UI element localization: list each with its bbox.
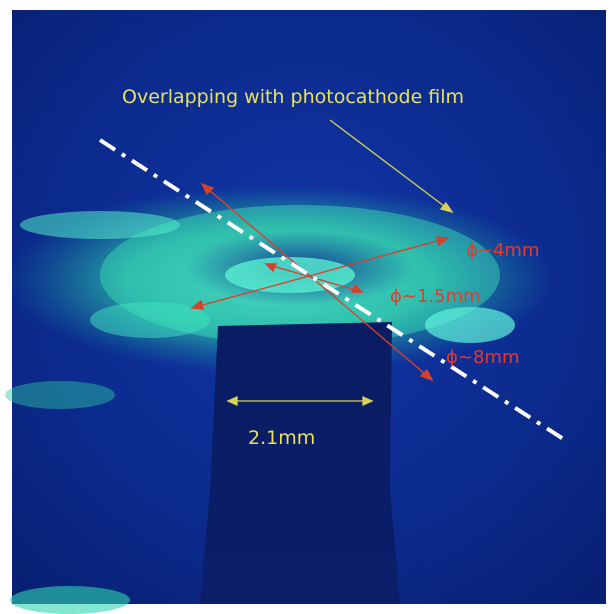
axis-dash-dot-line [98,138,570,444]
width-dimension-arrow [226,395,374,407]
phi-8mm-label: ϕ~8mm [446,347,520,368]
phi-1-5mm-label: ϕ~1.5mm [390,286,481,307]
cathode-holder [200,322,400,604]
width-2-1mm-label: 2.1mm [248,427,316,449]
measurement-arrows [190,182,450,382]
phi-4mm-label: ϕ~4mm [466,240,540,261]
overlap-pointer-arrow [329,119,454,214]
emission-glow [5,185,555,614]
overlap-note-label: Overlapping with photocathode film [122,86,465,108]
